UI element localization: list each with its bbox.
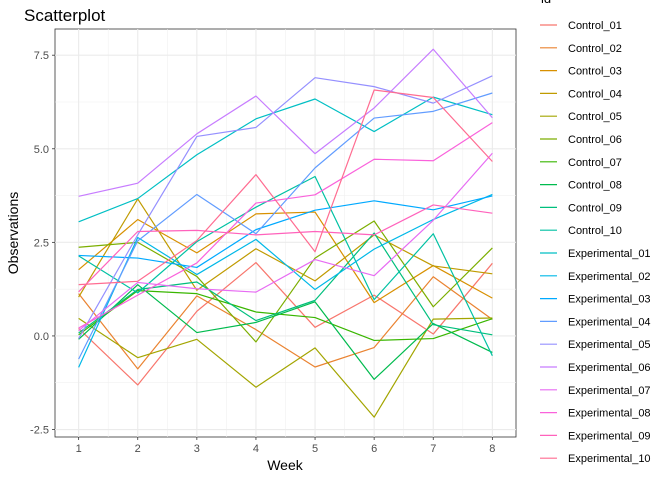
x-tick-label: 5 (312, 443, 318, 455)
legend-label-control-10: Control_10 (568, 225, 622, 237)
legend-label-experimental-10: Experimental_10 (568, 453, 651, 465)
series-line-experimental-04 (78, 92, 493, 360)
x-tick-label: 1 (76, 443, 82, 455)
legend-label-control-02: Control_02 (568, 43, 622, 55)
x-tick-label: 7 (430, 443, 436, 455)
legend-label-experimental-03: Experimental_03 (568, 294, 651, 306)
y-tick-label: 2.5 (34, 237, 49, 249)
x-tick-label: 8 (489, 443, 495, 455)
legend-label-control-09: Control_09 (568, 202, 622, 214)
legend-label-control-01: Control_01 (568, 20, 622, 32)
x-tick-label: 6 (371, 443, 377, 455)
series-line-experimental-05 (78, 75, 493, 339)
x-tick-label: 3 (194, 443, 200, 455)
legend-label-experimental-05: Experimental_05 (568, 339, 651, 351)
series-line-experimental-08 (78, 122, 493, 329)
series-line-experimental-03 (78, 195, 493, 269)
legend-label-control-06: Control_06 (568, 134, 622, 146)
legend-label-experimental-01: Experimental_01 (568, 248, 651, 260)
series-line-experimental-06 (78, 48, 493, 197)
legend-label-experimental-07: Experimental_07 (568, 385, 651, 397)
series-line-experimental-07 (78, 152, 493, 332)
x-tick-label: 2 (135, 443, 141, 455)
legend-label-control-03: Control_03 (568, 66, 622, 78)
legend-label-experimental-09: Experimental_09 (568, 430, 651, 442)
legend-label-experimental-06: Experimental_06 (568, 362, 651, 374)
x-axis-title: Week (267, 457, 304, 473)
legend-title: id (541, 0, 551, 6)
series-line-experimental-10 (78, 89, 493, 286)
legend-label-experimental-08: Experimental_08 (568, 408, 651, 420)
series-line-control-08 (78, 284, 493, 380)
series-line-control-05 (78, 317, 493, 418)
x-tick-label: 4 (253, 443, 259, 455)
chart-title: Scatterplot (24, 6, 106, 25)
series-line-experimental-02 (78, 193, 493, 368)
legend-label-experimental-02: Experimental_02 (568, 271, 651, 283)
y-tick-label: 5.0 (34, 144, 49, 156)
x-axis: 1 2 3 4 5 6 7 8 (76, 437, 495, 455)
legend-label-control-08: Control_08 (568, 180, 622, 192)
legend-label-experimental-04: Experimental_04 (568, 316, 651, 328)
series-line-control-07 (78, 290, 493, 342)
legend-label-control-05: Control_05 (568, 111, 622, 123)
y-tick-label: -2.5 (30, 425, 49, 437)
y-axis: -2.5 0.0 2.5 5.0 7.5 (30, 50, 55, 437)
series-line-control-02 (78, 276, 493, 370)
legend-label-control-07: Control_07 (568, 157, 622, 169)
legend: id Control_01 Control_02 Control_03 Control… (540, 0, 651, 465)
y-tick-label: 7.5 (34, 50, 49, 62)
y-axis-title: Observations (5, 192, 21, 274)
legend-label-control-04: Control_04 (568, 88, 622, 100)
series-line-control-10 (78, 175, 493, 357)
series-line-experimental-01 (78, 96, 493, 223)
y-tick-label: 0.0 (34, 331, 49, 343)
series-line-experimental-09 (78, 204, 493, 293)
series-line-control-06 (78, 220, 493, 343)
series-line-control-01 (78, 261, 493, 386)
series-line-control-09 (78, 232, 493, 336)
series-lines (78, 48, 493, 418)
